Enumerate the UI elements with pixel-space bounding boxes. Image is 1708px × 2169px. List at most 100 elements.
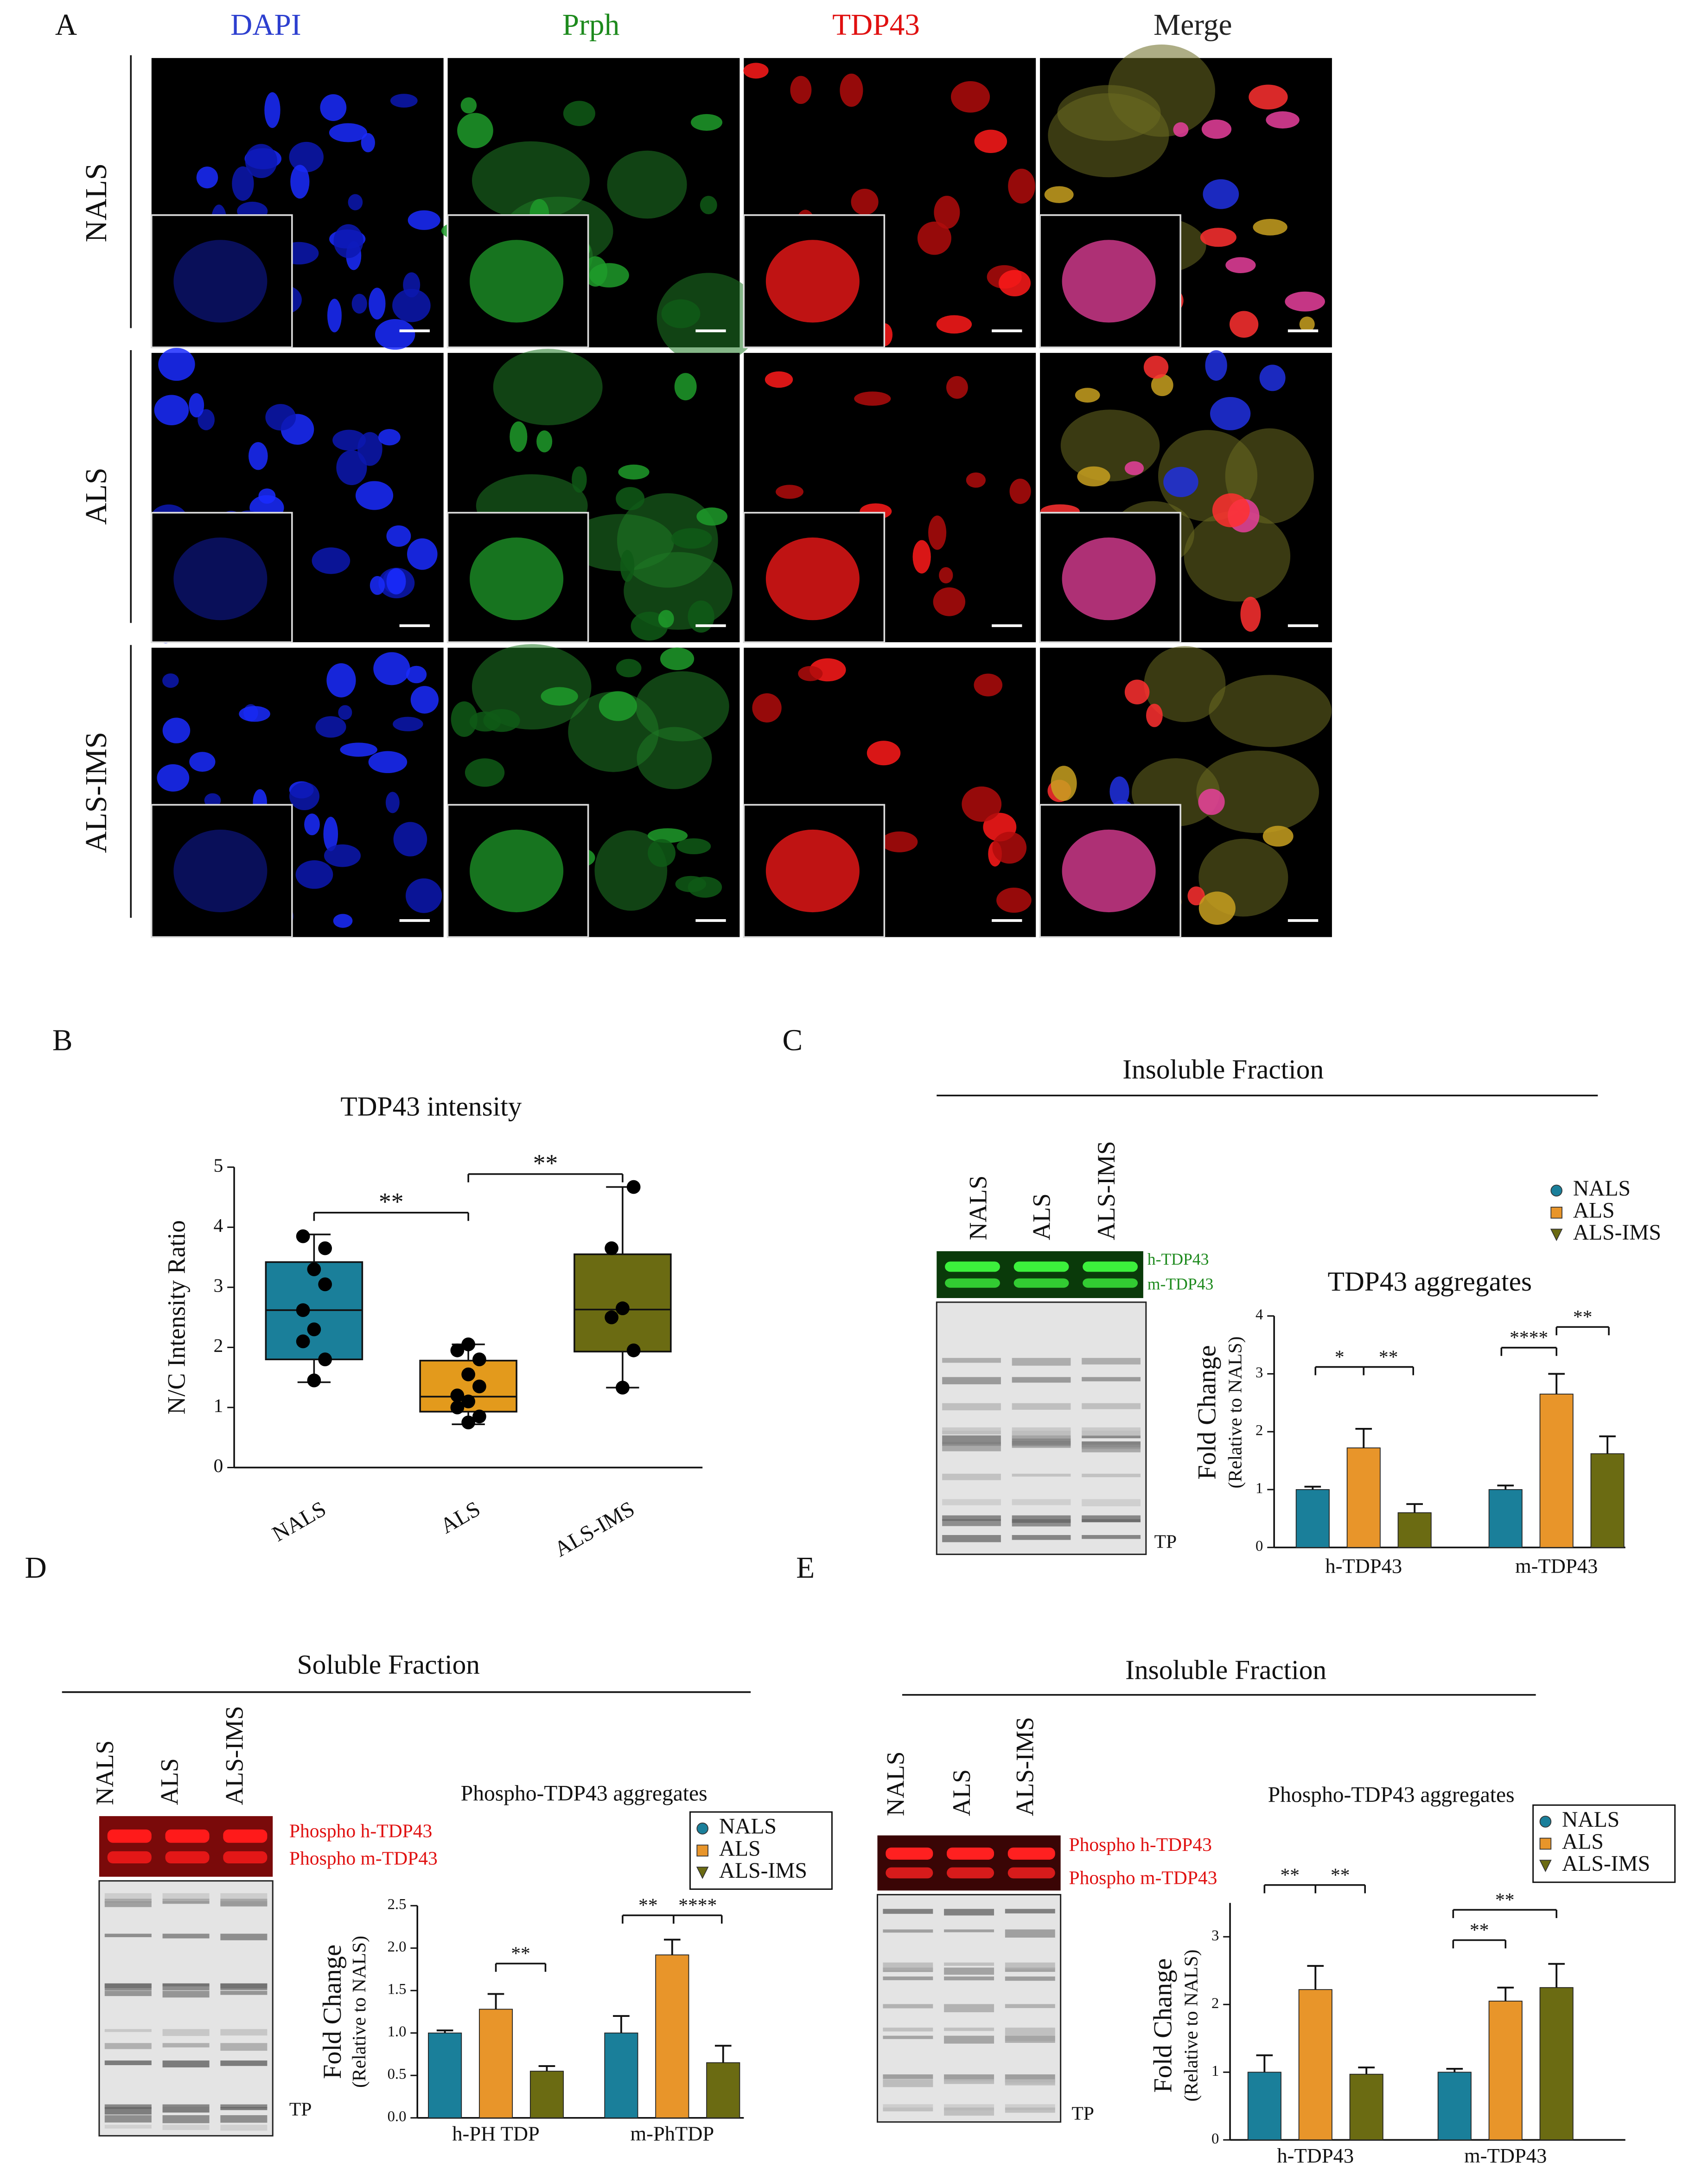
y-axis-sublabel: (Relative to NALS) [1224, 1337, 1246, 1489]
column-header: DAPI [230, 8, 301, 42]
nucleus [999, 270, 1031, 296]
y-tick-label: 2.5 [388, 1896, 407, 1913]
data-point [307, 1322, 321, 1337]
nucleus [996, 888, 1032, 913]
y-axis-sublabel: (Relative to NALS) [1180, 1950, 1202, 2102]
nucleus [840, 73, 863, 107]
gel-band [1005, 1909, 1055, 1913]
nucleus [386, 525, 411, 547]
y-tick-label: 0.5 [388, 2066, 407, 2083]
legend-label: ALS-IMS [1573, 1221, 1661, 1245]
gel-band [162, 1933, 210, 1939]
legend-label: ALS [719, 1836, 761, 1861]
column-header: Merge [1154, 8, 1232, 42]
bar [1247, 2072, 1281, 2141]
bar [428, 2032, 462, 2118]
nucleus [393, 717, 423, 731]
inset-cell [1062, 829, 1156, 913]
gel-band [883, 2079, 933, 2087]
gel-band [220, 2060, 268, 2066]
blot-band [947, 1867, 994, 1879]
inset [151, 214, 293, 348]
column-header: Prph [562, 8, 619, 42]
nucleus [934, 196, 960, 229]
data-point [626, 1343, 641, 1357]
error-bar [1406, 1503, 1423, 1513]
gel-band [162, 1990, 210, 1998]
bar [1397, 1512, 1432, 1548]
nucleus [691, 114, 723, 131]
nucleus [320, 94, 347, 121]
nucleus [1173, 122, 1189, 137]
nucleus [369, 288, 386, 320]
x-tick-label: m-PhTDP [630, 2122, 714, 2145]
nucleus [289, 141, 324, 173]
gel-band [1005, 2035, 1055, 2043]
y-tick-label: 5 [213, 1154, 223, 1176]
data-point [461, 1367, 475, 1382]
nucleus [373, 652, 410, 685]
nucleus [162, 717, 191, 743]
x-tick-label: h-PH TDP [452, 2122, 540, 2145]
data-point [605, 1310, 618, 1324]
gel-band [1082, 1435, 1141, 1439]
y-tick-label: 1 [1256, 1480, 1263, 1497]
gel-band [1012, 1377, 1071, 1383]
error-bar [1307, 1965, 1324, 1990]
bar [1590, 1453, 1625, 1548]
nucleus [239, 706, 270, 722]
nucleus [688, 600, 714, 633]
panel-label: D [25, 1551, 46, 1585]
gel-band [162, 1899, 210, 1903]
gel-band [104, 1990, 152, 1996]
error-bar [436, 2029, 453, 2033]
nucleus [671, 528, 712, 549]
gel-band [104, 2107, 152, 2115]
data-point [318, 1352, 332, 1367]
gel-band [104, 1893, 152, 1900]
data-point [616, 1381, 630, 1395]
lane-label: ALS [948, 1769, 975, 1816]
legend-marker [1550, 1207, 1562, 1219]
nucleus [696, 507, 728, 526]
nucleus [950, 81, 990, 113]
nucleus [688, 877, 722, 898]
y-tick-label: 2.0 [388, 1939, 407, 1955]
error-bar [714, 2045, 732, 2063]
nucleus [1201, 119, 1232, 139]
loading-label: TP [289, 2098, 312, 2119]
nucleus [936, 315, 972, 334]
band-label: Phospho m-TDP43 [289, 1848, 438, 1869]
x-tick-label: m-TDP43 [1464, 2144, 1547, 2167]
gel-band [220, 2104, 268, 2109]
nucleus [385, 792, 400, 813]
nucleus [700, 196, 717, 214]
blot-band [1083, 1261, 1138, 1272]
cell-body [567, 514, 674, 571]
gel-band [1012, 1403, 1071, 1410]
nucleus [329, 123, 367, 142]
nucleus [776, 485, 803, 499]
nucleus [647, 828, 688, 843]
gel-band [220, 2029, 268, 2036]
nucleus [1187, 886, 1205, 906]
bar [706, 2062, 740, 2118]
y-tick-label: 3 [213, 1274, 223, 1296]
blot-band [1013, 1278, 1069, 1288]
nucleus [1262, 825, 1294, 847]
nucleus [1240, 596, 1261, 632]
nucleus [658, 610, 674, 628]
gel-band [1082, 1499, 1141, 1506]
gel-band [220, 2115, 268, 2123]
legend-frame [689, 1811, 833, 1890]
error-bar [1355, 1428, 1372, 1448]
nucleus [946, 376, 968, 399]
inset-cell [173, 537, 268, 621]
legend-label: ALS [1573, 1199, 1615, 1223]
blot-band-image [877, 1835, 1061, 1891]
legend-marker [696, 1867, 709, 1879]
cell-body [472, 644, 592, 730]
y-axis-label: Fold Change [1192, 1345, 1221, 1480]
gel-band [220, 1899, 268, 1907]
